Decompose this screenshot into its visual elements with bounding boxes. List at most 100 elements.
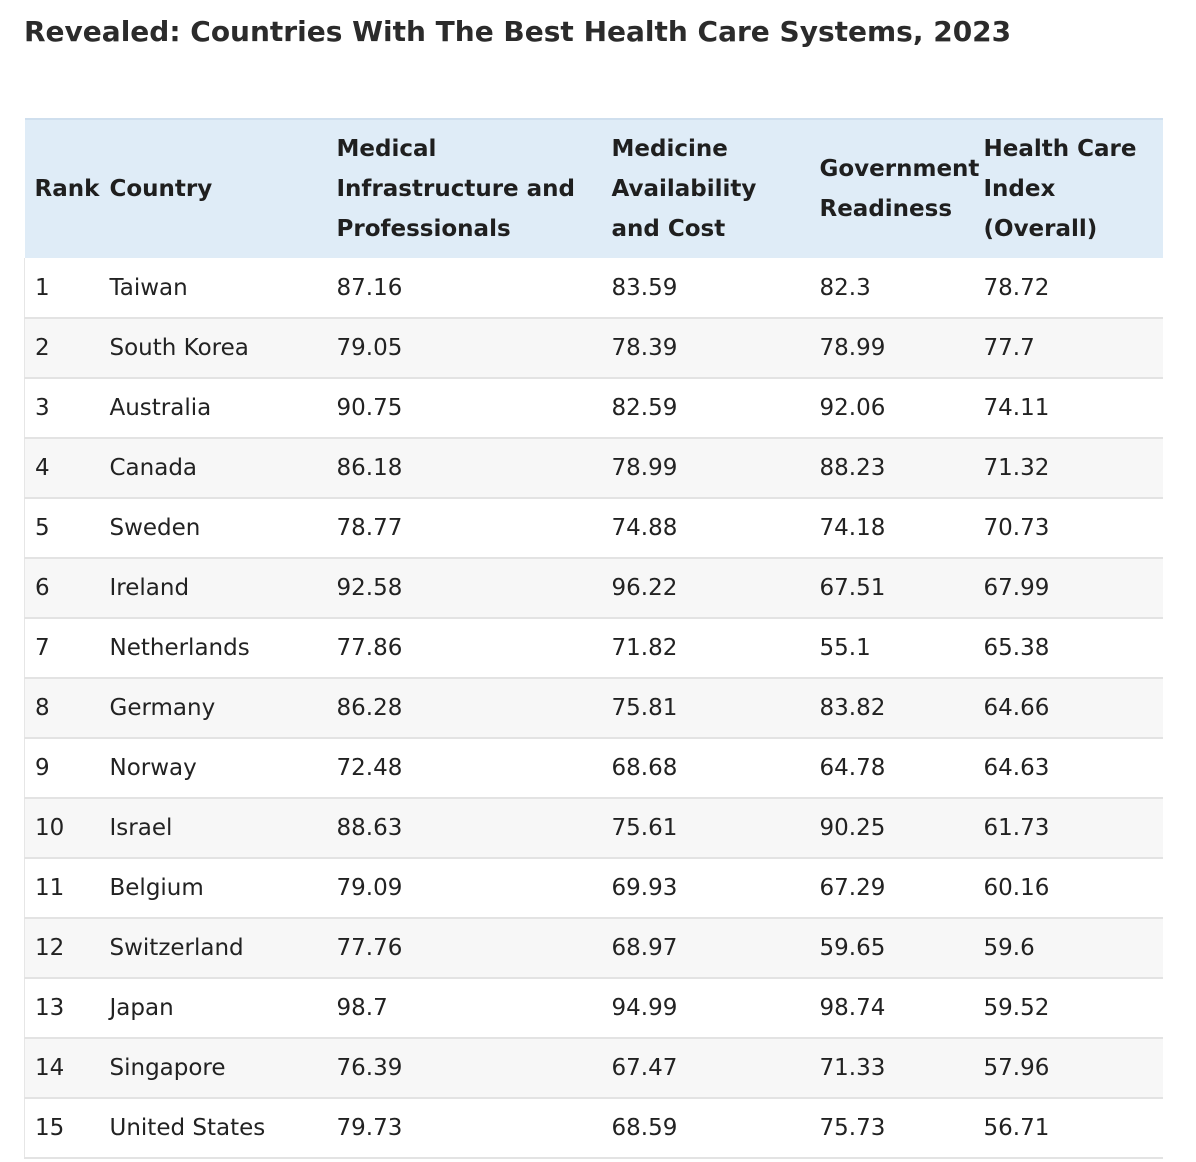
table-row: 1 Taiwan 87.16 83.59 82.3 78.72 [24, 258, 1163, 318]
cell-government-readiness: 88.23 [819, 455, 886, 481]
header-medicine-availability: Medicine Availability and Cost [603, 118, 812, 258]
cell-medical-infrastructure: 98.7 [336, 995, 388, 1021]
cell-rank: 10 [35, 815, 65, 841]
table-row: 7 Netherlands 77.86 71.82 55.1 65.38 [24, 618, 1163, 678]
cell-government-readiness: 71.33 [819, 1055, 886, 1081]
table-row: 13 Japan 98.7 94.99 98.74 59.52 [24, 978, 1163, 1038]
cell-health-care-index: 64.66 [983, 695, 1050, 721]
cell-medical-infrastructure: 72.48 [336, 755, 403, 781]
cell-health-care-index: 57.96 [983, 1055, 1050, 1081]
cell-government-readiness: 67.51 [819, 575, 886, 601]
header-medical-infrastructure: Medical Infrastructure and Professionals [328, 118, 604, 258]
cell-health-care-index: 71.32 [983, 455, 1050, 481]
cell-medical-infrastructure: 76.39 [336, 1055, 403, 1081]
cell-medical-infrastructure: 86.28 [336, 695, 403, 721]
cell-government-readiness: 98.74 [819, 995, 886, 1021]
table-header-row: Rank Country Medical Infrastructure and … [24, 118, 1163, 258]
cell-medical-infrastructure: 87.16 [336, 274, 403, 301]
table-row: 12 Switzerland 77.76 68.97 59.65 59.6 [24, 918, 1163, 978]
cell-medicine-availability: 82.59 [611, 395, 678, 421]
cell-health-care-index: 77.7 [983, 335, 1035, 361]
cell-medicine-availability: 74.88 [611, 515, 678, 541]
header-health-care-index: Health Care Index (Overall) [975, 118, 1163, 258]
cell-health-care-index: 65.38 [983, 635, 1050, 661]
cell-medicine-availability: 68.97 [611, 935, 678, 961]
header-rank: Rank [24, 118, 102, 258]
cell-medical-infrastructure: 92.58 [336, 575, 403, 601]
cell-rank: 8 [35, 695, 50, 721]
table-row: 10 Israel 88.63 75.61 90.25 61.73 [24, 798, 1163, 858]
table-row: 11 Belgium 79.09 69.93 67.29 60.16 [24, 858, 1163, 918]
cell-health-care-index: 74.11 [983, 395, 1050, 421]
cell-health-care-index: 59.6 [983, 935, 1035, 961]
cell-health-care-index: 56.71 [983, 1115, 1050, 1141]
header-country: Country [101, 118, 329, 258]
cell-country: Belgium [109, 875, 204, 901]
cell-medicine-availability: 94.99 [611, 995, 678, 1021]
cell-rank: 14 [35, 1055, 65, 1081]
cell-health-care-index: 64.63 [983, 755, 1050, 781]
cell-medical-infrastructure: 78.77 [336, 515, 403, 541]
health-care-table: Rank Country Medical Infrastructure and … [24, 118, 1163, 1159]
cell-government-readiness: 74.18 [819, 515, 886, 541]
cell-health-care-index: 60.16 [983, 875, 1050, 901]
cell-rank: 5 [35, 515, 50, 541]
cell-country: Australia [109, 395, 212, 421]
cell-country: Ireland [109, 575, 190, 601]
cell-medical-infrastructure: 88.63 [336, 815, 403, 841]
table-header: Rank Country Medical Infrastructure and … [24, 118, 1163, 258]
cell-country: Taiwan [109, 274, 188, 301]
cell-rank: 15 [35, 1115, 65, 1141]
cell-country: South Korea [109, 335, 249, 361]
cell-medicine-availability: 78.39 [611, 335, 678, 361]
cell-country: Singapore [109, 1055, 226, 1081]
cell-government-readiness: 78.99 [819, 335, 886, 361]
cell-country: Israel [109, 815, 173, 841]
health-care-table-container: Rank Country Medical Infrastructure and … [24, 118, 1163, 1159]
cell-government-readiness: 59.65 [819, 935, 886, 961]
cell-medicine-availability: 67.47 [611, 1055, 678, 1081]
table-row: 3 Australia 90.75 82.59 92.06 74.11 [24, 378, 1163, 438]
cell-country: Sweden [109, 515, 201, 541]
cell-health-care-index: 78.72 [983, 274, 1050, 301]
cell-rank: 9 [35, 755, 50, 781]
cell-rank: 3 [35, 395, 50, 421]
cell-medicine-availability: 83.59 [611, 274, 678, 301]
cell-government-readiness: 75.73 [819, 1115, 886, 1141]
cell-medicine-availability: 78.99 [611, 455, 678, 481]
cell-government-readiness: 90.25 [819, 815, 886, 841]
cell-medicine-availability: 68.59 [611, 1115, 678, 1141]
cell-health-care-index: 61.73 [983, 815, 1050, 841]
cell-government-readiness: 92.06 [819, 395, 886, 421]
cell-medical-infrastructure: 90.75 [336, 395, 403, 421]
cell-health-care-index: 70.73 [983, 515, 1050, 541]
cell-medical-infrastructure: 79.05 [336, 335, 403, 361]
table-row: 6 Ireland 92.58 96.22 67.51 67.99 [24, 558, 1163, 618]
cell-rank: 4 [35, 455, 50, 481]
cell-rank: 2 [35, 335, 50, 361]
cell-medicine-availability: 68.68 [611, 755, 678, 781]
table-row: 4 Canada 86.18 78.99 88.23 71.32 [24, 438, 1163, 498]
cell-medicine-availability: 69.93 [611, 875, 678, 901]
table-row: 2 South Korea 79.05 78.39 78.99 77.7 [24, 318, 1163, 378]
cell-medicine-availability: 96.22 [611, 575, 678, 601]
cell-medical-infrastructure: 79.09 [336, 875, 403, 901]
table-body: 1 Taiwan 87.16 83.59 82.3 78.72 2 South Korea 79… [24, 258, 1163, 1158]
table-row: 14 Singapore 76.39 67.47 71.33 57.96 [24, 1038, 1163, 1098]
cell-rank: 6 [35, 575, 50, 601]
cell-government-readiness: 82.3 [819, 274, 871, 301]
cell-medical-infrastructure: 77.86 [336, 635, 403, 661]
cell-country: Netherlands [109, 635, 250, 661]
page-title: Revealed: Countries With The Best Health… [24, 15, 1012, 48]
cell-health-care-index: 67.99 [983, 575, 1050, 601]
cell-country: Japan [109, 995, 174, 1021]
table-row: 15 United States 79.73 68.59 75.73 56.71 [24, 1098, 1163, 1158]
cell-government-readiness: 67.29 [819, 875, 886, 901]
cell-rank: 13 [35, 995, 65, 1021]
cell-rank: 7 [35, 635, 50, 661]
cell-rank: 11 [35, 875, 65, 901]
cell-medical-infrastructure: 79.73 [336, 1115, 403, 1141]
table-row: 5 Sweden 78.77 74.88 74.18 70.73 [24, 498, 1163, 558]
header-government-readiness: Government Readiness [811, 118, 979, 258]
cell-rank: 12 [35, 935, 65, 961]
